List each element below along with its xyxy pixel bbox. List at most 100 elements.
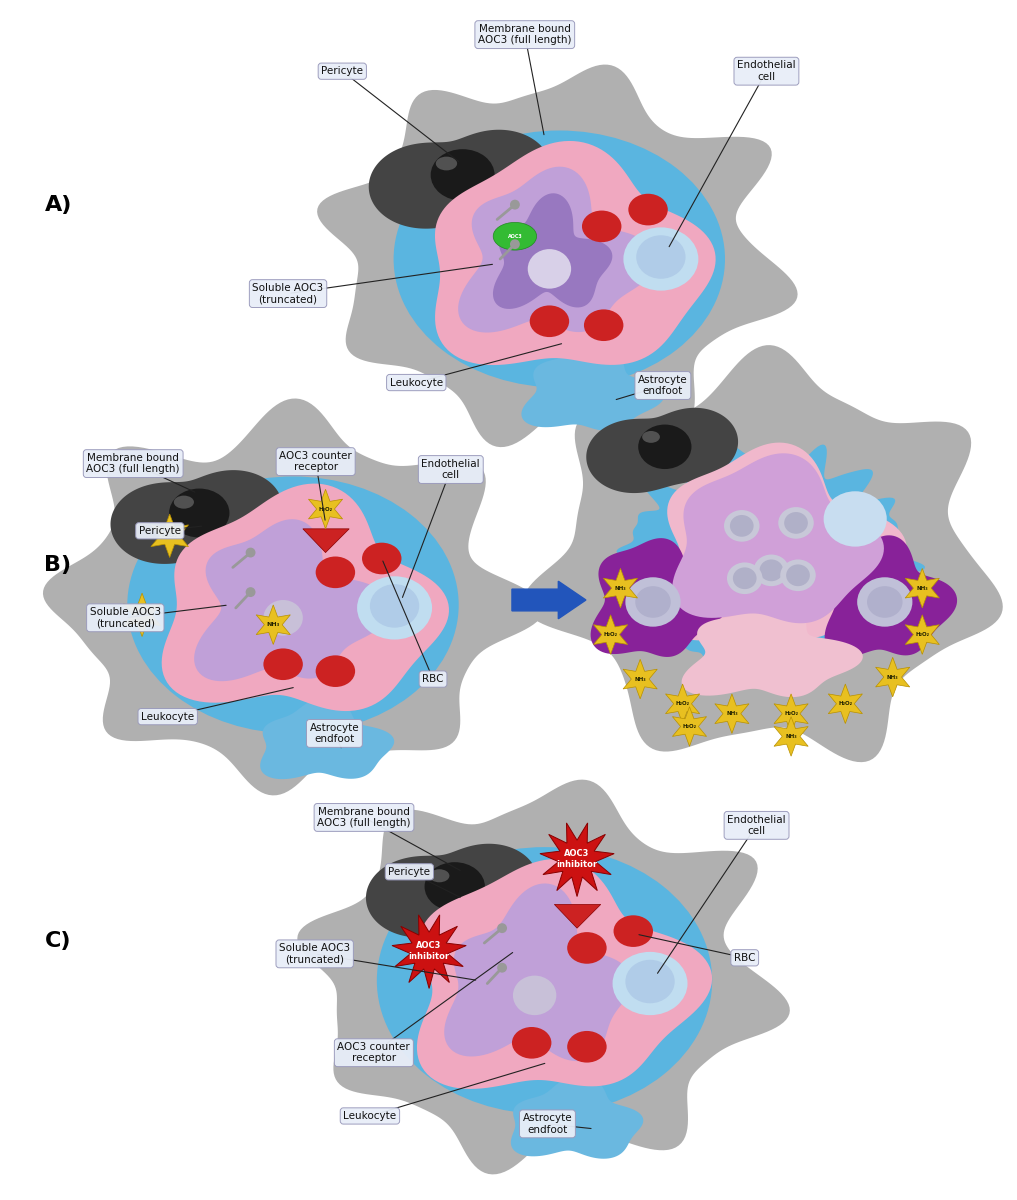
Ellipse shape (868, 586, 902, 618)
Ellipse shape (530, 306, 570, 337)
Polygon shape (369, 130, 551, 229)
Ellipse shape (528, 250, 572, 289)
Ellipse shape (512, 1027, 551, 1058)
Text: AOC3
inhibitor: AOC3 inhibitor (409, 941, 450, 960)
Ellipse shape (567, 932, 607, 964)
Polygon shape (554, 905, 601, 928)
Text: H₂O₂: H₂O₂ (682, 724, 697, 730)
Polygon shape (523, 346, 1003, 762)
Text: Endothelial
cell: Endothelial cell (727, 815, 786, 836)
Text: AOC3: AOC3 (507, 234, 523, 239)
Polygon shape (123, 593, 161, 636)
Ellipse shape (584, 310, 623, 341)
Ellipse shape (315, 655, 355, 686)
Text: H₂O₂: H₂O₂ (162, 533, 178, 539)
Text: A): A) (45, 194, 72, 215)
Ellipse shape (174, 496, 194, 509)
Polygon shape (825, 535, 957, 656)
Text: Soluble AOC3
(truncated): Soluble AOC3 (truncated) (252, 283, 323, 305)
Polygon shape (392, 914, 466, 989)
Text: NH₃: NH₃ (726, 712, 737, 716)
Text: Astrocyte
endfoot: Astrocyte endfoot (309, 722, 359, 744)
Text: NH₃: NH₃ (635, 677, 646, 682)
Text: NH₃: NH₃ (135, 612, 148, 617)
Ellipse shape (263, 600, 303, 636)
Text: AOC3
inhibitor: AOC3 inhibitor (556, 850, 598, 869)
Polygon shape (256, 605, 290, 644)
Text: Astrocyte
endfoot: Astrocyte endfoot (523, 1114, 573, 1135)
Polygon shape (613, 444, 925, 682)
Ellipse shape (639, 425, 692, 469)
Ellipse shape (315, 557, 355, 588)
Polygon shape (317, 65, 797, 448)
Polygon shape (594, 614, 627, 654)
Ellipse shape (357, 576, 432, 640)
Polygon shape (417, 859, 712, 1088)
Polygon shape (308, 490, 343, 529)
Ellipse shape (510, 199, 520, 210)
Polygon shape (444, 883, 632, 1061)
Polygon shape (603, 569, 638, 608)
Ellipse shape (724, 510, 760, 541)
Polygon shape (660, 443, 906, 641)
Ellipse shape (730, 515, 754, 536)
Polygon shape (303, 529, 349, 552)
Text: Endothelial
cell: Endothelial cell (737, 60, 795, 82)
Polygon shape (540, 823, 614, 896)
Text: H₂O₂: H₂O₂ (318, 506, 333, 511)
Ellipse shape (263, 648, 303, 680)
Text: NH₃: NH₃ (614, 586, 626, 590)
Text: Leukocyte: Leukocyte (344, 1111, 397, 1121)
Polygon shape (43, 398, 544, 796)
Text: B): B) (45, 556, 71, 576)
Ellipse shape (625, 960, 674, 1003)
Text: NH₃: NH₃ (887, 674, 898, 679)
Polygon shape (591, 538, 727, 656)
Ellipse shape (629, 193, 668, 226)
Ellipse shape (567, 1031, 607, 1062)
Polygon shape (151, 514, 188, 558)
Ellipse shape (642, 431, 660, 443)
Text: H₂O₂: H₂O₂ (675, 701, 690, 707)
Text: Membrane bound
AOC3 (full length): Membrane bound AOC3 (full length) (317, 806, 411, 828)
Text: H₂O₂: H₂O₂ (603, 632, 617, 637)
Ellipse shape (429, 869, 450, 882)
Polygon shape (623, 659, 657, 698)
Polygon shape (511, 1075, 644, 1159)
Polygon shape (586, 408, 738, 493)
Text: Soluble AOC3
(truncated): Soluble AOC3 (truncated) (89, 607, 161, 629)
Text: Endothelial
cell: Endothelial cell (421, 458, 480, 480)
Text: NH₃: NH₃ (916, 586, 929, 590)
Ellipse shape (824, 491, 887, 547)
Text: NH₃: NH₃ (266, 623, 280, 628)
Polygon shape (260, 697, 395, 779)
Text: Soluble AOC3
(truncated): Soluble AOC3 (truncated) (279, 943, 350, 965)
Text: Membrane bound
AOC3 (full length): Membrane bound AOC3 (full length) (86, 452, 180, 474)
Ellipse shape (582, 210, 621, 242)
Ellipse shape (636, 586, 671, 618)
Ellipse shape (786, 564, 810, 586)
Ellipse shape (780, 559, 816, 592)
Polygon shape (366, 844, 538, 937)
Polygon shape (672, 454, 884, 623)
Ellipse shape (424, 862, 485, 911)
Ellipse shape (510, 239, 520, 250)
Ellipse shape (727, 563, 763, 594)
Polygon shape (905, 614, 940, 654)
Text: Leukocyte: Leukocyte (390, 378, 442, 388)
Polygon shape (774, 716, 809, 756)
Ellipse shape (377, 847, 712, 1114)
Ellipse shape (370, 584, 419, 628)
Text: Pericyte: Pericyte (139, 526, 181, 536)
Ellipse shape (497, 923, 507, 934)
Polygon shape (522, 347, 664, 431)
Polygon shape (905, 569, 940, 608)
Ellipse shape (733, 568, 757, 589)
Text: H₂O₂: H₂O₂ (915, 632, 930, 637)
Polygon shape (194, 520, 391, 682)
Ellipse shape (754, 554, 789, 586)
Text: H₂O₂: H₂O₂ (838, 701, 852, 707)
Polygon shape (828, 684, 862, 724)
Ellipse shape (169, 488, 230, 538)
Ellipse shape (625, 577, 680, 626)
